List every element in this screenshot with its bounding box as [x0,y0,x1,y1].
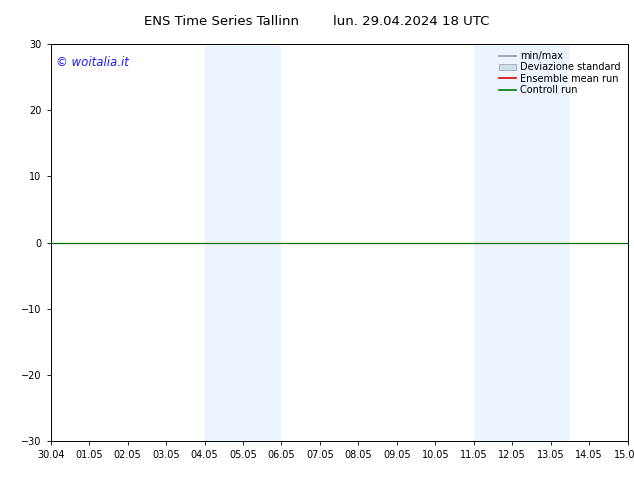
Legend: min/max, Deviazione standard, Ensemble mean run, Controll run: min/max, Deviazione standard, Ensemble m… [497,49,623,97]
Bar [205,44,281,441]
Text: ENS Time Series Tallinn        lun. 29.04.2024 18 UTC: ENS Time Series Tallinn lun. 29.04.2024 … [145,15,489,28]
Bar [474,44,570,441]
Text: © woitalia.it: © woitalia.it [56,56,129,69]
